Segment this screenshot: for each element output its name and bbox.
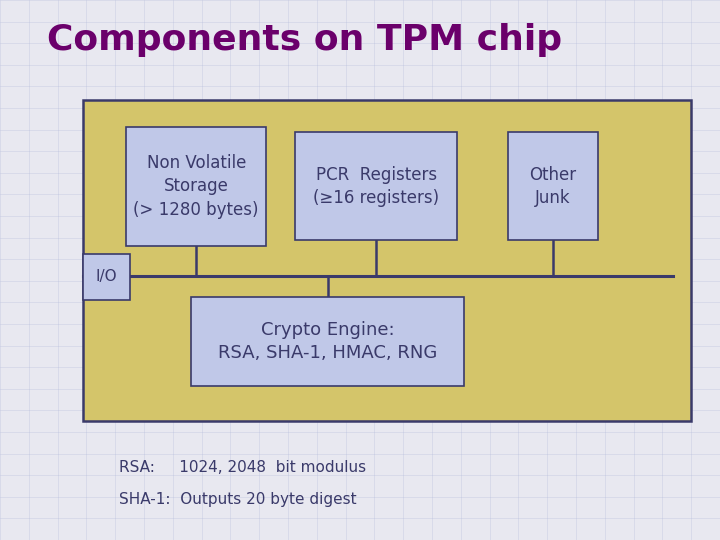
Text: Other
Junk: Other Junk: [529, 165, 576, 207]
FancyBboxPatch shape: [508, 132, 598, 240]
FancyBboxPatch shape: [83, 254, 130, 300]
Text: I/O: I/O: [95, 269, 117, 284]
Text: Non Volatile
Storage
(> 1280 bytes): Non Volatile Storage (> 1280 bytes): [133, 154, 259, 219]
FancyBboxPatch shape: [295, 132, 457, 240]
Text: Crypto Engine:
RSA, SHA-1, HMAC, RNG: Crypto Engine: RSA, SHA-1, HMAC, RNG: [218, 321, 437, 362]
FancyBboxPatch shape: [83, 100, 691, 421]
Text: RSA:     1024, 2048  bit modulus: RSA: 1024, 2048 bit modulus: [119, 460, 366, 475]
Text: PCR  Registers
(≥16 registers): PCR Registers (≥16 registers): [313, 165, 439, 207]
Text: SHA-1:  Outputs 20 byte digest: SHA-1: Outputs 20 byte digest: [119, 492, 356, 507]
Text: Components on TPM chip: Components on TPM chip: [47, 23, 562, 57]
FancyBboxPatch shape: [191, 297, 464, 386]
FancyBboxPatch shape: [126, 127, 266, 246]
